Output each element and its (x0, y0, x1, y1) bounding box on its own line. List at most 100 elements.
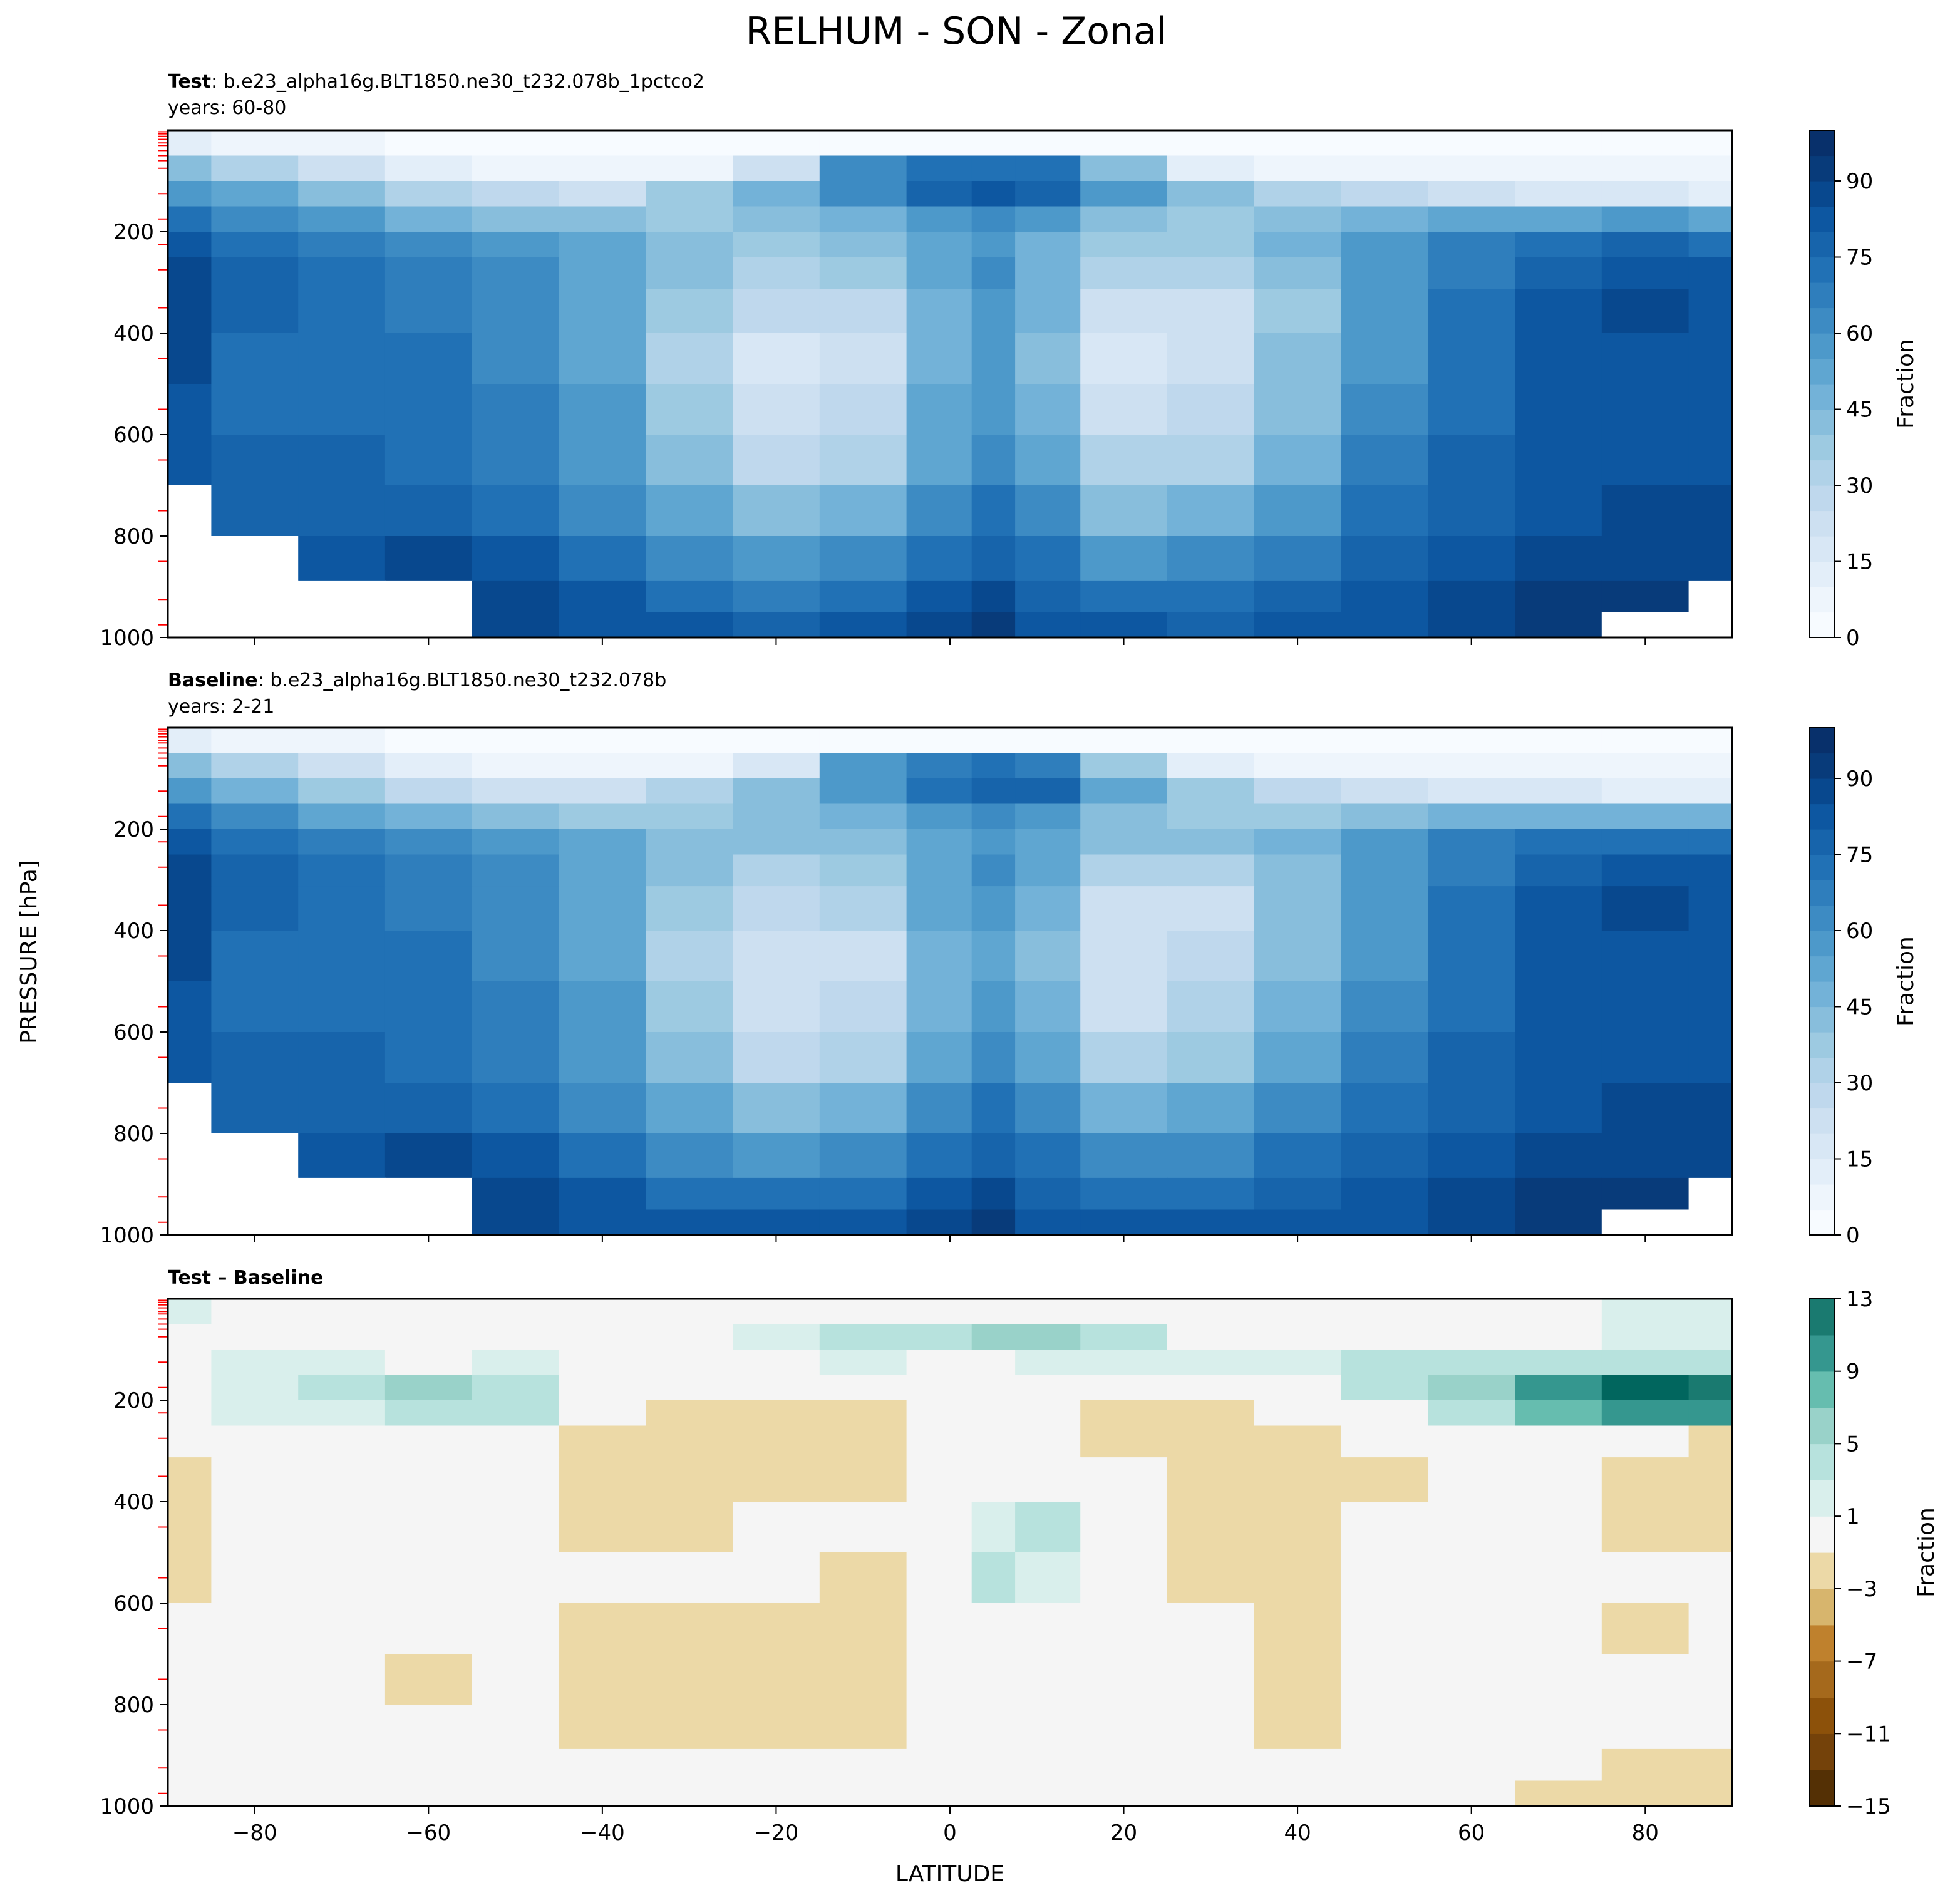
baseline-cell (1254, 1177, 1342, 1211)
test-cell (472, 536, 560, 581)
test-cell (819, 485, 907, 537)
test-cell (971, 232, 1016, 258)
difference-colorbar-tick-label: 9 (1846, 1360, 1860, 1385)
difference-cell (298, 1654, 386, 1705)
test-cell (1428, 384, 1515, 435)
test-colorbar-band (1810, 155, 1835, 182)
test-cell (1601, 232, 1689, 258)
difference-cell (472, 1457, 560, 1502)
baseline-cell (906, 1133, 972, 1179)
test-cell (1167, 580, 1255, 613)
difference-cell (1167, 1324, 1255, 1350)
test-colorbar-tick-label: 30 (1846, 473, 1873, 498)
baseline-cell (211, 1209, 299, 1235)
test-cell (646, 536, 733, 581)
test-cell (733, 257, 820, 289)
difference-cell (168, 1299, 212, 1325)
test-cell (1341, 257, 1429, 289)
difference-cell (298, 1324, 386, 1350)
baseline-cell (1601, 778, 1689, 805)
baseline-cell (1515, 1133, 1602, 1179)
difference-cell (211, 1705, 299, 1750)
test-cell (733, 155, 820, 182)
difference-cell (1601, 1654, 1689, 1705)
test-cell (733, 580, 820, 613)
test-cell (211, 289, 299, 334)
baseline-cell (1341, 931, 1429, 982)
difference-cell (1688, 1425, 1732, 1458)
test-colorbar-tick-label: 0 (1846, 626, 1860, 651)
difference-cell (646, 1425, 733, 1458)
difference-cell (1601, 1299, 1689, 1325)
baseline-colorbar-band (1810, 956, 1835, 982)
baseline-cell (1601, 1032, 1689, 1083)
baseline-cell (559, 1177, 647, 1211)
test-cell (1015, 289, 1081, 334)
difference-cell (1015, 1457, 1081, 1502)
difference-cell (298, 1375, 386, 1401)
baseline-cell (646, 778, 733, 805)
baseline-cell (1341, 854, 1429, 887)
test-cell (559, 206, 647, 232)
baseline-cell (211, 981, 299, 1033)
baseline-colorbar-tick-label: 45 (1846, 995, 1873, 1020)
baseline-cell (298, 931, 386, 982)
test-cell (1688, 155, 1732, 182)
baseline-cell (472, 753, 560, 779)
baseline-cell (559, 803, 647, 830)
test-cell (1515, 612, 1602, 638)
baseline-cell (1254, 1133, 1342, 1179)
baseline-cell (971, 803, 1016, 830)
test-cell (1080, 333, 1168, 385)
baseline-cell (168, 886, 212, 931)
baseline-cell (1601, 753, 1689, 779)
baseline-cell (819, 854, 907, 887)
baseline-cell (733, 753, 820, 779)
test-cell (1601, 384, 1689, 435)
baseline-cell (211, 931, 299, 982)
baseline-cell (1601, 886, 1689, 931)
baseline-cell (384, 1209, 473, 1235)
baseline-cell (1341, 1177, 1429, 1211)
baseline-cell (906, 1083, 972, 1134)
baseline-colorbar-band (1810, 981, 1835, 1008)
baseline-cell (298, 753, 386, 779)
test-cell (1341, 333, 1429, 385)
difference-cell (1080, 1400, 1168, 1427)
difference-cell (298, 1748, 386, 1782)
baseline-cell (1254, 728, 1342, 754)
baseline-cell (211, 778, 299, 805)
baseline-cell (472, 778, 560, 805)
baseline-cell (646, 981, 733, 1033)
test-cell (819, 206, 907, 232)
difference-cell (559, 1375, 647, 1401)
difference-cell (1080, 1705, 1168, 1750)
test-colorbar-band (1810, 510, 1835, 537)
baseline-colorbar-band (1810, 1209, 1835, 1236)
difference-cell (1688, 1400, 1732, 1427)
difference-cell (1080, 1654, 1168, 1705)
difference-cell (472, 1748, 560, 1782)
baseline-cell (906, 1209, 972, 1235)
difference-cell (384, 1457, 473, 1502)
baseline-cell (1167, 1177, 1255, 1211)
test-cell (1515, 130, 1602, 157)
baseline-cell (819, 886, 907, 931)
difference-cell (1167, 1375, 1255, 1401)
baseline-colorbar-band (1810, 1159, 1835, 1185)
test-cell (1515, 289, 1602, 334)
baseline-cell (646, 803, 733, 830)
test-colorbar-band (1810, 384, 1835, 410)
difference-cell (1341, 1299, 1429, 1325)
test-cell (298, 384, 386, 435)
difference-cell (1254, 1400, 1342, 1427)
test-colorbar-band (1810, 307, 1835, 334)
difference-cell (384, 1324, 473, 1350)
baseline-cell (1080, 1032, 1168, 1083)
baseline-cell (1254, 753, 1342, 779)
test-cell (1254, 435, 1342, 486)
difference-cell (1601, 1350, 1689, 1376)
test-cell (1080, 130, 1168, 157)
difference-cell (971, 1603, 1016, 1655)
test-cell (1515, 485, 1602, 537)
